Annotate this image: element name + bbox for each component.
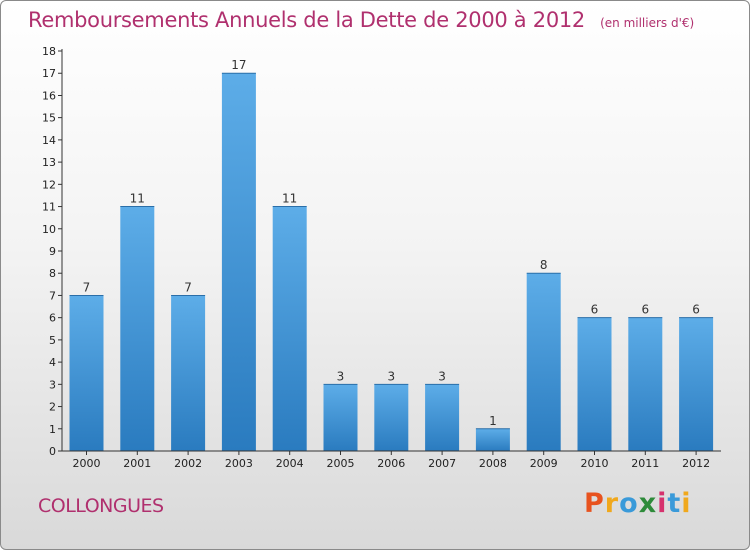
x-tick-label: 2004 xyxy=(276,457,304,470)
y-tick-label: 2 xyxy=(49,401,56,414)
brand-letter: x xyxy=(638,488,658,519)
y-tick-label: 15 xyxy=(42,112,56,125)
data-label: 6 xyxy=(692,303,700,317)
x-tick-label: 2002 xyxy=(174,457,202,470)
y-tick-label: 4 xyxy=(49,356,56,369)
data-label: 7 xyxy=(83,280,91,294)
bar xyxy=(577,317,612,451)
data-label: 8 xyxy=(540,258,548,272)
y-tick-label: 14 xyxy=(42,134,56,147)
x-tick-label: 2005 xyxy=(327,457,355,470)
bar xyxy=(221,73,256,451)
data-label: 7 xyxy=(184,280,192,294)
x-tick-label: 2010 xyxy=(581,457,609,470)
bar xyxy=(526,273,561,451)
brand-letter: i xyxy=(657,488,668,519)
data-label: 3 xyxy=(438,369,446,383)
x-axis: 2000 2001 2002 2003 2004 2005 2006 2007 2008 2009… xyxy=(62,450,721,470)
bars: 7 11 7 17 11 3 3 3 1 8 6 6 6 xyxy=(69,58,714,451)
y-tick-label: 17 xyxy=(42,67,56,80)
data-label: 6 xyxy=(641,303,649,317)
bar xyxy=(120,206,155,451)
data-label: 17 xyxy=(231,58,246,72)
x-tick-label: 2011 xyxy=(631,457,659,470)
bar xyxy=(69,295,104,451)
y-tick-label: 5 xyxy=(49,334,56,347)
x-tick-label: 2003 xyxy=(225,457,253,470)
commune-name: COLLONGUES xyxy=(38,495,164,517)
brand-letter: t xyxy=(667,488,682,519)
y-tick-label: 7 xyxy=(49,289,56,302)
data-label: 1 xyxy=(489,414,497,428)
y-tick-label: 0 xyxy=(49,445,56,458)
data-label: 6 xyxy=(591,303,599,317)
brand-letter: P xyxy=(584,488,605,519)
x-tick-label: 2001 xyxy=(123,457,151,470)
y-tick-label: 12 xyxy=(42,178,56,191)
y-tick-label: 16 xyxy=(42,89,56,102)
data-label: 3 xyxy=(337,369,345,383)
y-tick-label: 3 xyxy=(49,378,56,391)
brand-letter: r xyxy=(604,488,620,519)
y-tick-label: 10 xyxy=(42,223,56,236)
x-tick-label: 2007 xyxy=(428,457,456,470)
brand-logo[interactable]: Proxiti xyxy=(584,488,692,519)
y-tick-label: 1 xyxy=(49,423,56,436)
title-row: Remboursements Annuels de la Dette de 20… xyxy=(28,8,694,32)
data-label: 11 xyxy=(130,192,145,206)
y-tick-label: 13 xyxy=(42,156,56,169)
brand-letter: i xyxy=(681,488,692,519)
x-tick-label: 2009 xyxy=(530,457,558,470)
chart-title: Remboursements Annuels de la Dette de 20… xyxy=(28,8,585,32)
y-tick-label: 8 xyxy=(49,267,56,280)
bar xyxy=(323,384,358,451)
x-tick-label: 2012 xyxy=(682,457,710,470)
y-tick-label: 18 xyxy=(42,45,56,58)
chart-subtitle: (en milliers d'€) xyxy=(600,16,695,30)
x-tick-label: 2006 xyxy=(377,457,405,470)
bar xyxy=(272,206,307,451)
x-tick-label: 2000 xyxy=(73,457,101,470)
y-tick-label: 11 xyxy=(42,201,56,214)
bar xyxy=(475,428,510,451)
bar xyxy=(679,317,714,451)
y-tick-label: 9 xyxy=(49,245,56,258)
data-label: 11 xyxy=(282,192,297,206)
bar xyxy=(425,384,460,451)
bar xyxy=(628,317,663,451)
brand-letter: o xyxy=(619,488,639,519)
data-label: 3 xyxy=(387,369,395,383)
y-tick-label: 6 xyxy=(49,312,56,325)
x-tick-label: 2008 xyxy=(479,457,507,470)
bar xyxy=(171,295,206,451)
bar xyxy=(374,384,409,451)
